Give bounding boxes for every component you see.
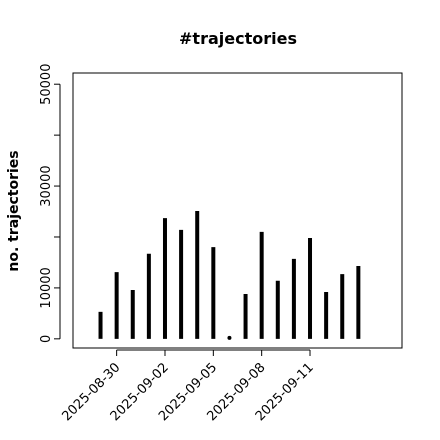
y-tick-label: 30000 (39, 165, 54, 206)
y-tick-label: 10000 (39, 267, 54, 308)
y-tick-label: 50000 (39, 64, 54, 105)
bar (227, 335, 232, 340)
chart-title: #trajectories (179, 29, 297, 48)
y-axis-title: no. trajectories (6, 150, 22, 271)
y-tick-label: 0 (39, 335, 54, 343)
plot-frame (72, 72, 403, 349)
